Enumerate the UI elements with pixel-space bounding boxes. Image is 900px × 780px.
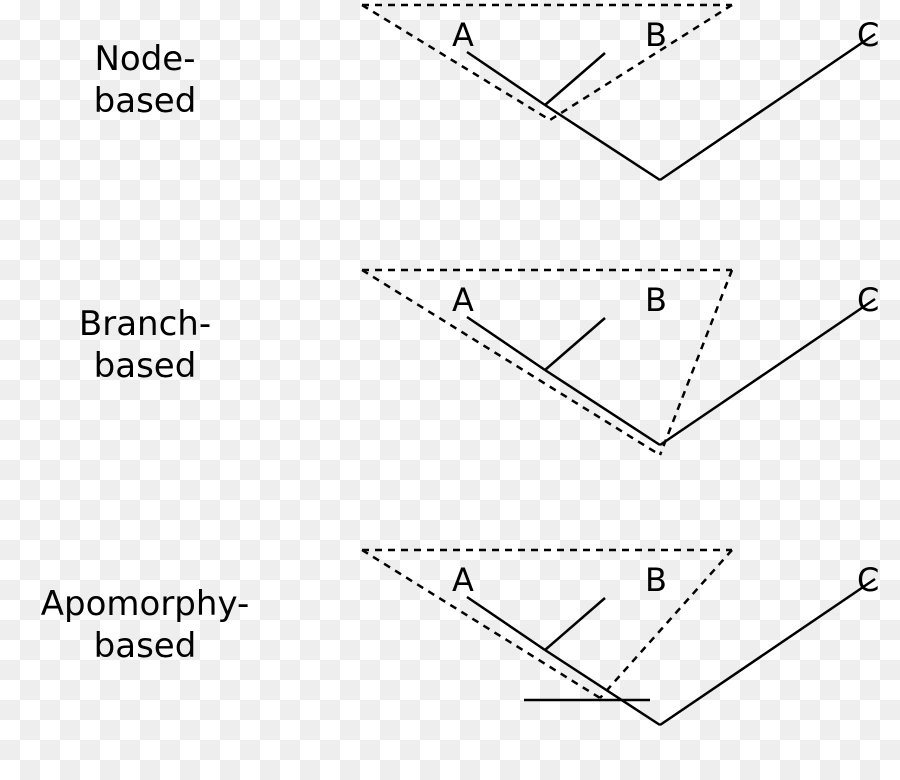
branch-join-to-b [545, 598, 605, 650]
diagram-canvas: Node-basedABCBranch-basedABCApomorphy-ba… [0, 0, 900, 780]
envelope-right [660, 270, 732, 455]
tip-label-a: A [452, 281, 474, 319]
tip-label-a: A [452, 561, 474, 599]
branch-root-to-join [545, 370, 660, 445]
tip-label-c: C [857, 16, 879, 54]
branch-root-to-c [660, 579, 875, 725]
panel-label-line2: based [94, 346, 197, 386]
tip-label-b: B [645, 16, 667, 54]
branch-join-to-b [545, 318, 605, 370]
branch-root-to-c [660, 34, 875, 180]
panel-node-based: Node-based A B C [94, 5, 880, 180]
branch-join-to-a [467, 317, 545, 370]
panel-label-line1: Node- [94, 39, 195, 79]
branch-join-to-a [467, 597, 545, 650]
tip-label-c: C [857, 561, 879, 599]
branch-join-to-a [467, 52, 545, 105]
panel-label-line1: Apomorphy- [41, 584, 249, 624]
panel-branch-based: Branch-based A B C [79, 270, 879, 455]
tip-label-b: B [645, 561, 667, 599]
panel-label-line2: based [94, 626, 197, 666]
tip-label-c: C [857, 281, 879, 319]
branch-join-to-b [545, 53, 605, 105]
branch-root-to-join [545, 105, 660, 180]
tip-label-b: B [645, 281, 667, 319]
panel-label-line1: Branch- [79, 304, 211, 344]
panel-apomorphy-based: Apomorphy-based A B C [41, 550, 880, 725]
tip-label-a: A [452, 16, 474, 54]
envelope-left [362, 270, 660, 455]
envelope-right [550, 5, 732, 120]
panel-label-line2: based [94, 81, 197, 121]
branch-root-to-join [545, 650, 660, 725]
envelope-left [362, 550, 600, 698]
